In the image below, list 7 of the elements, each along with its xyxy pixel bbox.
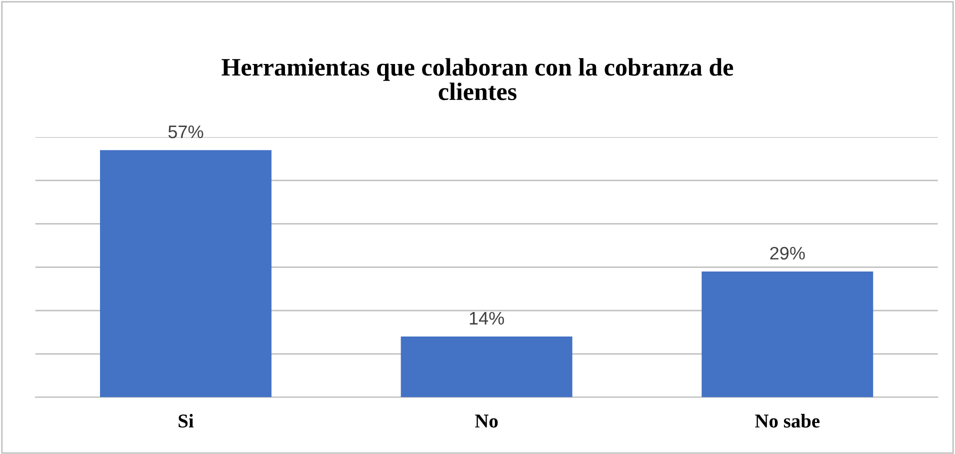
data-label: 14% (470, 312, 504, 325)
chart-title: Herramientas que colaboran con la cobranza de clientes (222, 58, 734, 100)
x-tick-label: Si (178, 414, 194, 428)
data-label: 29% (770, 246, 805, 260)
data-label: 57% (168, 126, 204, 138)
x-tick-label: No (475, 414, 498, 428)
x-tick-label: No sabe (755, 414, 820, 428)
